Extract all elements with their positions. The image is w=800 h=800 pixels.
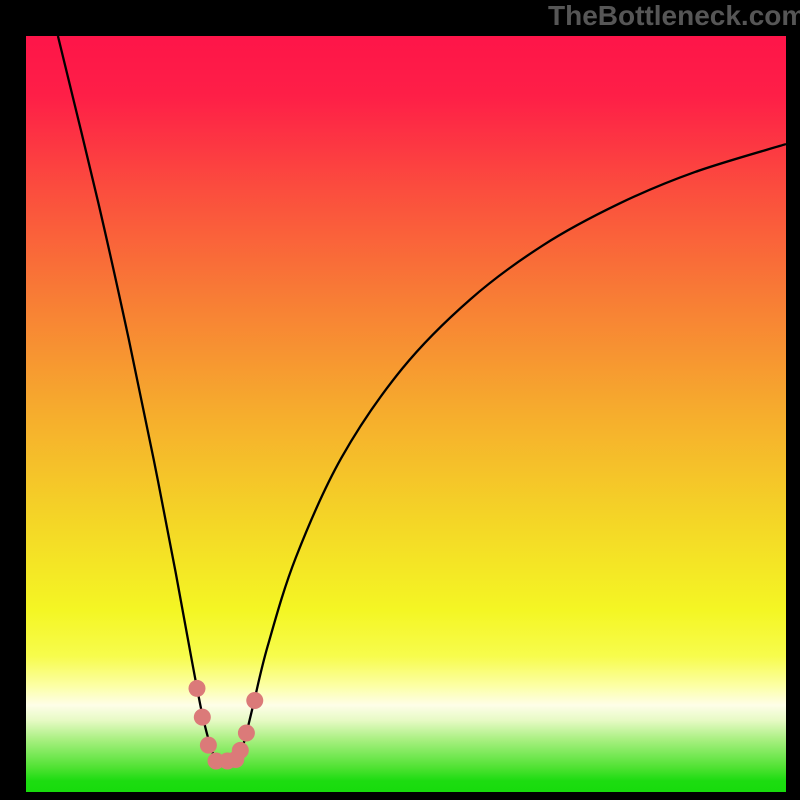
data-marker — [200, 737, 217, 754]
curve-right-branch — [236, 144, 786, 762]
curve-left-branch — [58, 36, 218, 763]
bottleneck-curve — [26, 36, 786, 792]
plot-frame — [24, 34, 788, 794]
watermark-text: TheBottleneck.com — [548, 0, 800, 32]
data-marker — [246, 692, 263, 709]
data-marker — [194, 709, 211, 726]
data-marker — [238, 725, 255, 742]
data-marker — [232, 742, 249, 759]
data-marker — [189, 680, 206, 697]
